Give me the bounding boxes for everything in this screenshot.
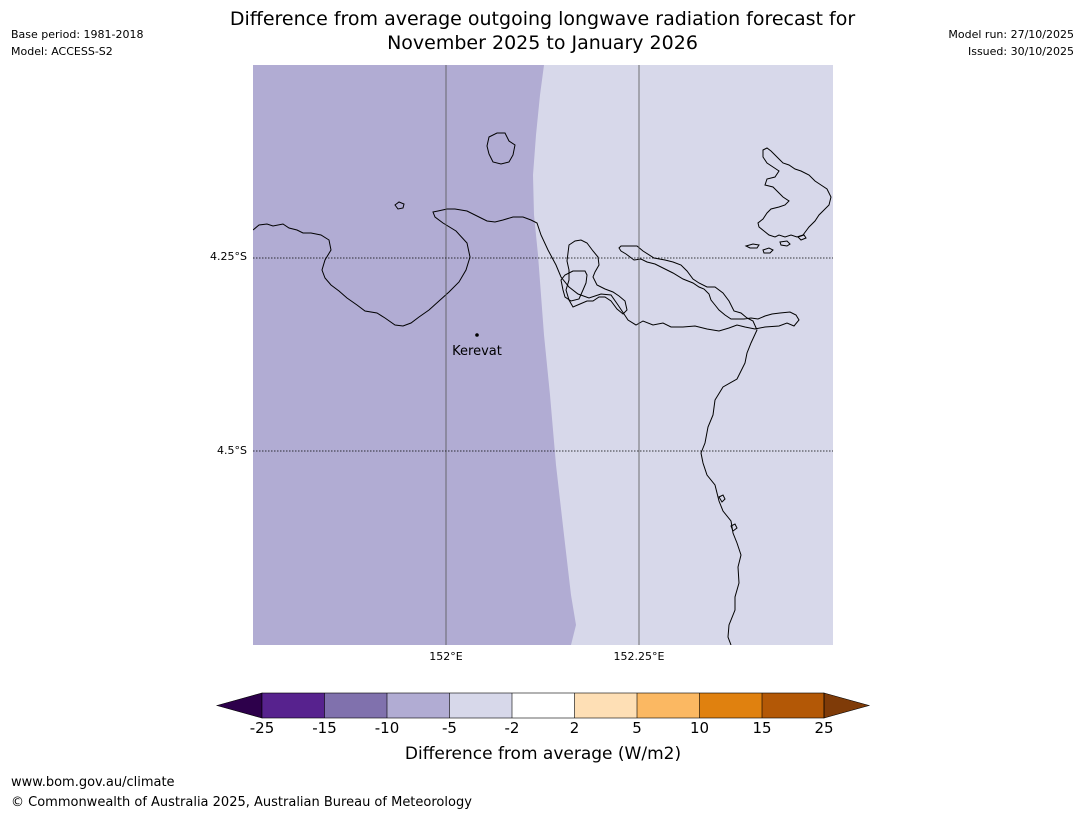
map-panel: Kerevat (253, 65, 833, 645)
colorbar-tick-3: -10 (374, 719, 400, 737)
copyright-text: © Commonwealth of Australia 2025, Austra… (11, 795, 472, 810)
map-title: Difference from average outgoing longwav… (170, 7, 915, 55)
coastline-islet-5 (797, 234, 807, 241)
model-text: Model: ACCESS-S2 (11, 45, 113, 58)
metadata-right: Model run: 27/10/2025 Issued: 30/10/2025 (948, 26, 1074, 60)
title-line-2: November 2025 to January 2026 (387, 32, 698, 54)
coastline-new-ireland (757, 147, 832, 238)
colorbar-segment-7 (637, 693, 700, 718)
metadata-left: Base period: 1981-2018 Model: ACCESS-S2 (11, 26, 143, 60)
coastline-crater-peninsula (560, 270, 588, 302)
lon-label-152-25e: 152.25°E (613, 650, 665, 663)
colorbar-tick-1: -25 (249, 719, 275, 737)
anomaly-fill-west (253, 65, 576, 645)
coastline-islet-7 (730, 523, 738, 532)
colorbar-tick-8: 10 (689, 719, 710, 737)
colorbar (215, 692, 871, 719)
colorbar-segment-2 (324, 693, 387, 718)
colorbar-tick-9: 15 (752, 719, 772, 737)
colorbar-segment-9 (762, 693, 824, 718)
lat-label-4-25s: 4.25°S (210, 250, 247, 263)
lat-label-4-5s: 4.5°S (217, 444, 247, 457)
coastline-main (253, 208, 800, 645)
colorbar-tick-5: -2 (504, 719, 520, 737)
issued-text: Issued: 30/10/2025 (967, 45, 1074, 58)
colorbar-extend-high (823, 692, 871, 719)
kerevat-marker (475, 333, 479, 337)
coastline-duke-of-york-island (486, 132, 516, 165)
colorbar-segment-8 (699, 693, 762, 718)
colorbar-segment-3 (387, 693, 450, 718)
colorbar-tick-6: 2 (569, 719, 580, 737)
coastline-islet-1 (394, 201, 405, 210)
title-line-1: Difference from average outgoing longwav… (229, 8, 856, 30)
colorbar-tick-10: 25 (814, 719, 834, 737)
lon-label-152e: 152°E (429, 650, 463, 663)
colorbar-segment-5 (512, 693, 575, 718)
colorbar-title: Difference from average (W/m2) (404, 744, 682, 764)
coastline-islet-3 (762, 247, 774, 254)
coastline-inner-bay (565, 239, 628, 315)
colorbar-extend-low (215, 692, 263, 719)
colorbar-tick-7: 5 (632, 719, 642, 737)
colorbar-tick-4: -5 (442, 719, 457, 737)
model-run-text: Model run: 27/10/2025 (948, 28, 1074, 41)
colorbar-tick-2: -15 (312, 719, 337, 737)
base-period-text: Base period: 1981-2018 (11, 28, 144, 41)
colorbar-dividers (324, 693, 763, 718)
bom-climate-link[interactable]: www.bom.gov.au/climate (11, 775, 175, 790)
coastline-islet-4 (779, 240, 791, 247)
colorbar-outline (261, 692, 825, 719)
colorbar-segment-4 (449, 693, 512, 718)
coastline-islet-2 (744, 243, 760, 249)
coastline-islet-6 (718, 494, 726, 503)
colorbar-segment-1 (262, 693, 325, 718)
kerevat-label: Kerevat (452, 344, 502, 359)
colorbar-segment-6 (574, 693, 637, 718)
